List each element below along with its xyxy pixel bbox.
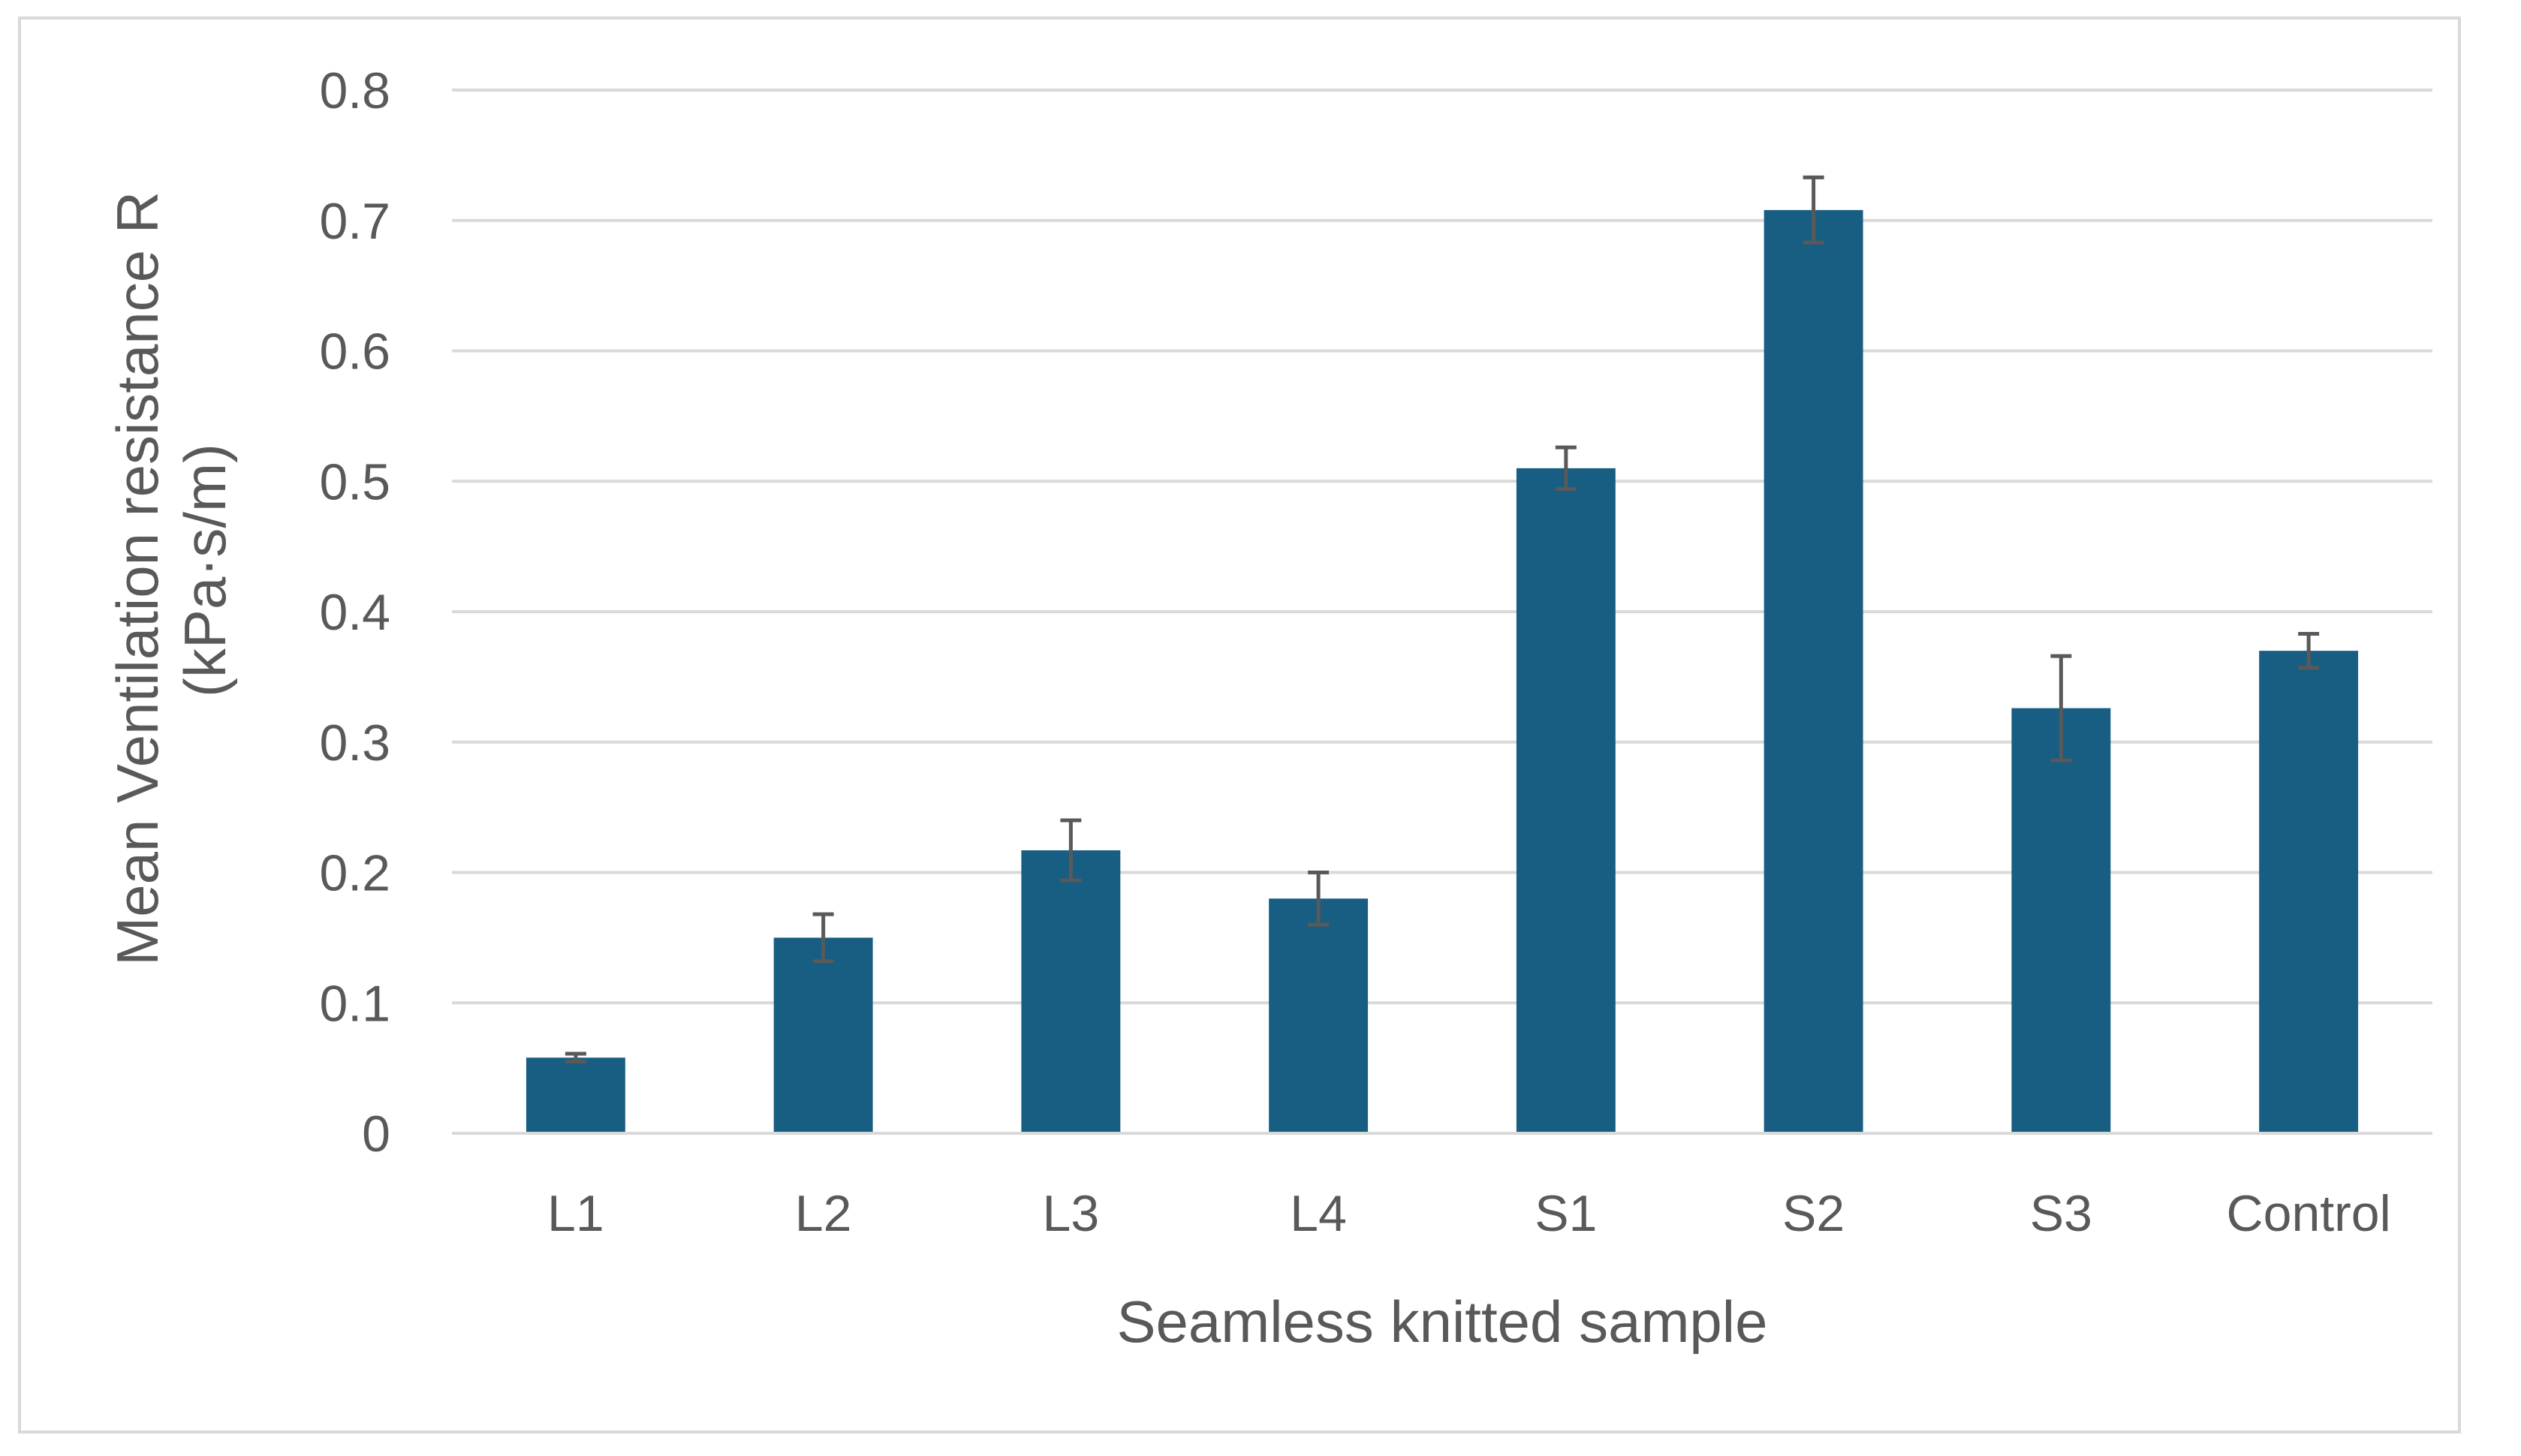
error-bar-control <box>2298 632 2320 670</box>
y-axis-title-line-1: Mean Ventilation resistance R <box>104 191 170 966</box>
y-axis-title-line-2: (kPa·s/m) <box>172 444 238 697</box>
y-axis-tick-labels: 0 0.1 0.2 0.3 0.4 0.5 0.6 0.7 0.8 <box>319 62 390 1163</box>
bar-l1 <box>526 1057 625 1133</box>
bars <box>526 209 2359 1134</box>
error-bar-l1 <box>565 1051 586 1063</box>
x-axis-tick-labels: L1 L2 L3 L4 S1 S2 S3 Control <box>547 1185 2391 1242</box>
bar-s3 <box>2011 708 2111 1133</box>
error-bar-l4 <box>1308 871 1330 927</box>
bar-s2 <box>1763 209 1863 1134</box>
y-tick-label: 0.5 <box>319 453 390 510</box>
x-axis-title: Seamless knitted sample <box>1116 1289 1767 1355</box>
y-tick-label: 0.4 <box>319 584 390 641</box>
bar-l2 <box>773 937 873 1133</box>
y-tick-label: 0.7 <box>319 193 390 250</box>
y-axis-title: Mean Ventilation resistance R (kPa·s/m) <box>104 175 238 966</box>
x-tick-label: S3 <box>2030 1185 2092 1242</box>
bar-l4 <box>1269 898 1369 1133</box>
x-tick-label: L1 <box>547 1185 604 1242</box>
x-tick-label: S2 <box>1782 1185 1845 1242</box>
y-tick-label: 0 <box>362 1106 390 1163</box>
y-tick-label: 0.8 <box>319 62 390 119</box>
error-bars <box>565 175 2320 1063</box>
bar-control <box>2259 651 2359 1133</box>
x-tick-label: L3 <box>1043 1185 1100 1242</box>
y-tick-label: 0.3 <box>319 714 390 772</box>
error-bar-s1 <box>1555 445 1577 492</box>
error-bar-s2 <box>1803 175 1824 245</box>
y-tick-label: 0.2 <box>319 845 390 902</box>
error-bar-s3 <box>2050 654 2072 763</box>
gridlines <box>452 89 2432 1005</box>
x-tick-label: S1 <box>1535 1185 1597 1242</box>
error-bar-l3 <box>1060 818 1082 883</box>
x-tick-label: Control <box>2227 1185 2391 1242</box>
bar-l3 <box>1021 850 1121 1133</box>
x-tick-label: L4 <box>1290 1185 1347 1242</box>
bar-s1 <box>1516 468 1616 1133</box>
y-tick-label: 0.6 <box>319 323 390 381</box>
x-tick-label: L2 <box>795 1185 852 1242</box>
y-tick-label: 0.1 <box>319 975 390 1032</box>
error-bar-l2 <box>812 912 834 964</box>
